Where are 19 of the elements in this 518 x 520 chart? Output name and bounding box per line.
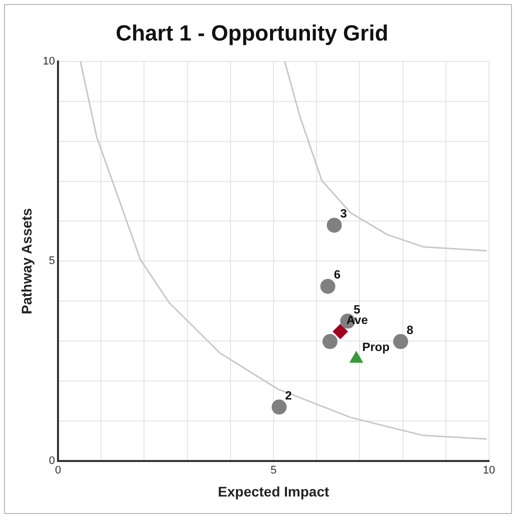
x-axis-title: Expected Impact: [218, 483, 330, 500]
x-tick-label: 5: [270, 464, 277, 477]
point: [332, 324, 348, 340]
point: [322, 334, 338, 350]
y-tick-label: 5: [48, 255, 56, 268]
annotation: 2: [285, 388, 292, 402]
y-tick-label: 0: [48, 455, 56, 468]
annotation: 6: [334, 268, 341, 282]
x-tick-label: 10: [482, 464, 496, 477]
y-axis-title: Pathway Assets: [18, 208, 34, 314]
annotation: 3: [340, 206, 348, 221]
point: [393, 334, 408, 350]
point: [320, 278, 336, 294]
point: [326, 218, 342, 233]
point: [272, 400, 287, 415]
y-tick-label: 10: [42, 55, 56, 68]
annotation: Prop: [362, 340, 390, 354]
chart-title: Chart 1 - Opportunity Grid: [116, 20, 388, 46]
annotation: 8: [406, 322, 414, 337]
